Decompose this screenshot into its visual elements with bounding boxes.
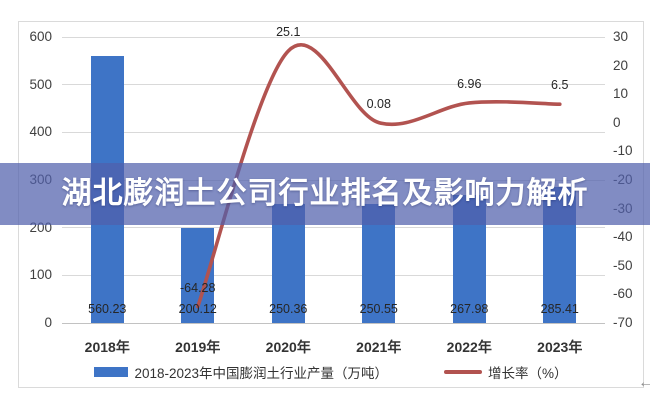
gridline bbox=[62, 131, 605, 133]
legend-label-production: 2018-2023年中国膨润土行业产量（万吨） bbox=[134, 366, 389, 381]
legend-item-production: 2018-2023年中国膨润土行业产量（万吨） bbox=[94, 362, 388, 382]
line-value-label: 0.08 bbox=[366, 96, 391, 111]
right-axis-tick: -50 bbox=[613, 257, 633, 273]
title-banner: 湖北膨润土公司行业排名及影响力解析 bbox=[0, 163, 650, 225]
chart-legend: 2018-2023年中国膨润土行业产量（万吨） 增长率（%） bbox=[18, 362, 644, 382]
line-value-label: 6.5 bbox=[551, 78, 569, 93]
left-axis-tick: 400 bbox=[29, 124, 52, 140]
gridline bbox=[62, 227, 605, 229]
category-label: 2022年 bbox=[446, 339, 492, 355]
right-axis-tick: 10 bbox=[613, 86, 629, 102]
category-label: 2020年 bbox=[265, 339, 311, 355]
legend-label-growth: 增长率（%） bbox=[488, 366, 568, 381]
line-value-label: 25.1 bbox=[276, 25, 301, 39]
line-series-swatch-icon bbox=[444, 370, 483, 374]
bar-value-label: 250.36 bbox=[269, 302, 308, 316]
left-axis-tick: 500 bbox=[29, 76, 52, 92]
line-value-label: 6.96 bbox=[457, 76, 482, 91]
left-axis-tick: 100 bbox=[29, 267, 52, 283]
right-axis-tick: 0 bbox=[613, 114, 621, 130]
gridline bbox=[62, 322, 605, 324]
gridline bbox=[62, 274, 605, 276]
legend-item-growth: 增长率（%） bbox=[444, 362, 568, 382]
line-value-label: -64.28 bbox=[180, 280, 216, 295]
category-label: 2023年 bbox=[537, 339, 583, 355]
left-axis-tick: 0 bbox=[44, 315, 52, 330]
right-axis-tick: 20 bbox=[613, 57, 629, 73]
bar-series-swatch-icon bbox=[94, 367, 129, 377]
bar-value-label: 285.41 bbox=[540, 302, 579, 316]
right-axis-tick: -10 bbox=[613, 143, 633, 159]
right-axis-tick: 30 bbox=[613, 29, 629, 44]
left-axis-tick: 600 bbox=[29, 29, 52, 44]
bar-value-label: 267.98 bbox=[450, 302, 489, 316]
bar-value-label: 250.55 bbox=[359, 302, 398, 316]
category-label: 2021年 bbox=[356, 339, 402, 355]
category-label: 2018年 bbox=[84, 339, 130, 355]
bar-value-label: 200.12 bbox=[178, 302, 217, 316]
bar-value-label: 560.23 bbox=[88, 302, 127, 316]
page-title: 湖北膨润土公司行业排名及影响力解析 bbox=[61, 177, 589, 210]
right-axis-tick: -70 bbox=[613, 315, 633, 330]
right-axis-tick: -60 bbox=[613, 286, 633, 302]
cursor-arrow-icon: ← bbox=[638, 374, 650, 391]
category-label: 2019年 bbox=[175, 339, 221, 355]
gridline bbox=[62, 84, 605, 86]
gridline bbox=[62, 36, 605, 38]
right-axis-tick: -40 bbox=[613, 229, 633, 245]
